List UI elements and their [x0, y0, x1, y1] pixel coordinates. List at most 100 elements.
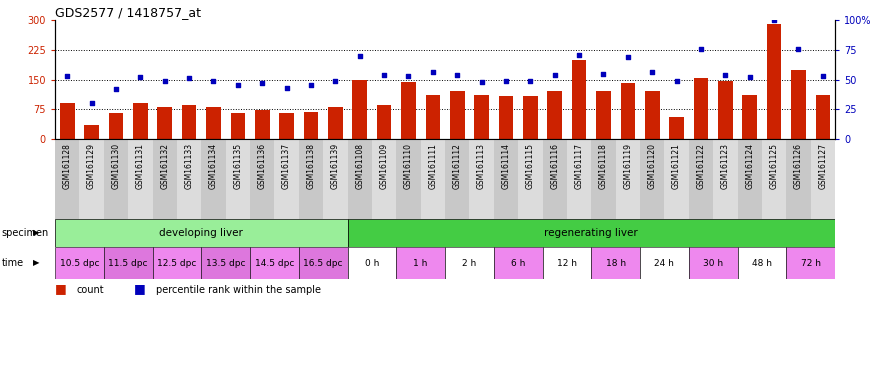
Text: GSM161121: GSM161121 — [672, 143, 681, 189]
Text: GSM161111: GSM161111 — [429, 143, 438, 189]
Bar — [787, 139, 810, 219]
Bar — [396, 247, 445, 279]
Text: GDS2577 / 1418757_at: GDS2577 / 1418757_at — [55, 6, 201, 19]
Bar — [762, 139, 787, 219]
Bar — [596, 91, 611, 139]
Point — [133, 74, 147, 80]
Text: 12.5 dpc: 12.5 dpc — [158, 258, 197, 268]
Bar — [542, 247, 592, 279]
Text: ■: ■ — [55, 283, 71, 295]
Bar — [353, 79, 367, 139]
Point — [231, 83, 245, 89]
Text: percentile rank within the sample: percentile rank within the sample — [156, 285, 320, 295]
Bar — [152, 139, 177, 219]
Bar — [791, 70, 806, 139]
Text: 10.5 dpc: 10.5 dpc — [60, 258, 99, 268]
Bar — [55, 219, 347, 247]
Text: GSM161124: GSM161124 — [746, 143, 754, 189]
Text: GSM161128: GSM161128 — [63, 143, 72, 189]
Bar — [347, 139, 372, 219]
Bar — [450, 91, 465, 139]
Bar — [738, 139, 762, 219]
Text: ▶: ▶ — [33, 228, 39, 237]
Bar — [669, 117, 684, 139]
Point — [85, 100, 99, 106]
Bar — [567, 139, 592, 219]
Bar — [226, 139, 250, 219]
Point — [718, 72, 732, 78]
Text: GSM161117: GSM161117 — [575, 143, 584, 189]
Text: 13.5 dpc: 13.5 dpc — [206, 258, 245, 268]
Text: 1 h: 1 h — [414, 258, 428, 268]
Bar — [689, 139, 713, 219]
Point — [645, 69, 659, 75]
Text: GSM161113: GSM161113 — [477, 143, 487, 189]
Text: GSM161135: GSM161135 — [234, 143, 242, 189]
Bar — [152, 247, 201, 279]
Bar — [201, 247, 250, 279]
Point — [377, 72, 391, 78]
Text: GSM161129: GSM161129 — [88, 143, 96, 189]
Point — [597, 71, 611, 77]
Text: GSM161125: GSM161125 — [770, 143, 779, 189]
Bar — [158, 107, 172, 139]
Point — [206, 78, 220, 84]
Text: GSM161116: GSM161116 — [550, 143, 559, 189]
Bar — [548, 91, 562, 139]
Point — [572, 51, 586, 58]
Text: 18 h: 18 h — [606, 258, 626, 268]
Text: GSM161137: GSM161137 — [282, 143, 291, 189]
Bar — [689, 247, 738, 279]
Text: 0 h: 0 h — [365, 258, 379, 268]
Point — [353, 53, 367, 59]
Point — [499, 78, 513, 84]
Point — [474, 79, 488, 85]
Bar — [230, 113, 245, 139]
Point — [743, 74, 757, 80]
Bar — [347, 247, 396, 279]
Point — [792, 45, 806, 51]
Point — [694, 45, 708, 51]
Text: GSM161130: GSM161130 — [111, 143, 121, 189]
Bar — [616, 139, 640, 219]
Text: GSM161114: GSM161114 — [501, 143, 510, 189]
Point — [548, 72, 562, 78]
Text: 12 h: 12 h — [556, 258, 577, 268]
Text: ▶: ▶ — [33, 258, 39, 268]
Bar — [592, 247, 640, 279]
Bar — [55, 247, 104, 279]
Bar — [640, 247, 689, 279]
Text: GSM161110: GSM161110 — [404, 143, 413, 189]
Point — [816, 73, 829, 79]
Bar — [445, 139, 469, 219]
Point — [451, 72, 465, 78]
Bar — [377, 105, 391, 139]
Text: GSM161108: GSM161108 — [355, 143, 364, 189]
Text: 72 h: 72 h — [801, 258, 821, 268]
Bar — [523, 96, 537, 139]
Text: 14.5 dpc: 14.5 dpc — [255, 258, 294, 268]
Point — [767, 17, 781, 23]
Bar — [84, 125, 99, 139]
Text: 11.5 dpc: 11.5 dpc — [108, 258, 148, 268]
Bar — [810, 139, 835, 219]
Text: 48 h: 48 h — [752, 258, 772, 268]
Text: GSM161138: GSM161138 — [306, 143, 316, 189]
Text: GSM161120: GSM161120 — [648, 143, 656, 189]
Text: specimen: specimen — [2, 228, 49, 238]
Point — [280, 85, 294, 91]
Text: 6 h: 6 h — [511, 258, 525, 268]
Bar — [493, 139, 518, 219]
Bar — [201, 139, 226, 219]
Point — [60, 73, 74, 79]
Bar — [80, 139, 104, 219]
Point — [158, 78, 172, 84]
Text: GSM161122: GSM161122 — [696, 143, 705, 189]
Point — [669, 78, 683, 84]
Bar — [718, 81, 732, 139]
Bar — [182, 105, 196, 139]
Bar — [304, 112, 318, 139]
Text: GSM161118: GSM161118 — [598, 143, 608, 189]
Bar — [347, 219, 835, 247]
Bar — [298, 247, 347, 279]
